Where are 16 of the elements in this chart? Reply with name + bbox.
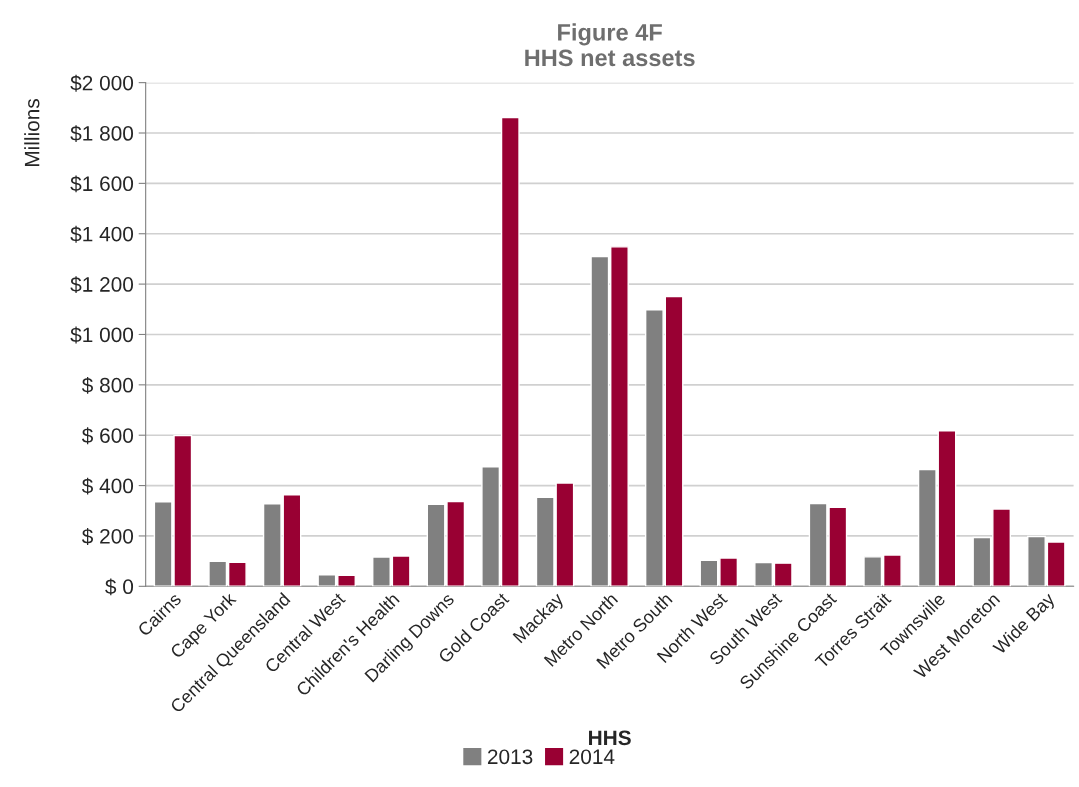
y-tick-label: $1 800 <box>70 125 134 142</box>
y-tick-label: $1 400 <box>70 225 134 243</box>
legend-label: 2014 <box>569 749 615 765</box>
y-tick-label: $ 400 <box>81 477 134 495</box>
y-tick-label: $1 600 <box>70 175 134 193</box>
y-tick-label: $ 600 <box>81 427 134 445</box>
y-tick-label: $1 000 <box>70 326 134 344</box>
y-tick-label: $1 200 <box>70 276 134 294</box>
legend-label: 2013 <box>487 749 533 765</box>
y-tick-label: $ 0 <box>105 578 134 596</box>
y-tick-label: $ 200 <box>81 528 134 545</box>
y-tick-label: $ 800 <box>81 376 134 394</box>
x-axis-title: HHS <box>589 730 631 746</box>
y-axis-title: Millions <box>24 99 40 167</box>
chart-title: Figure 4F HHS net assets <box>525 23 695 67</box>
y-tick-label: $2 000 <box>70 74 134 92</box>
